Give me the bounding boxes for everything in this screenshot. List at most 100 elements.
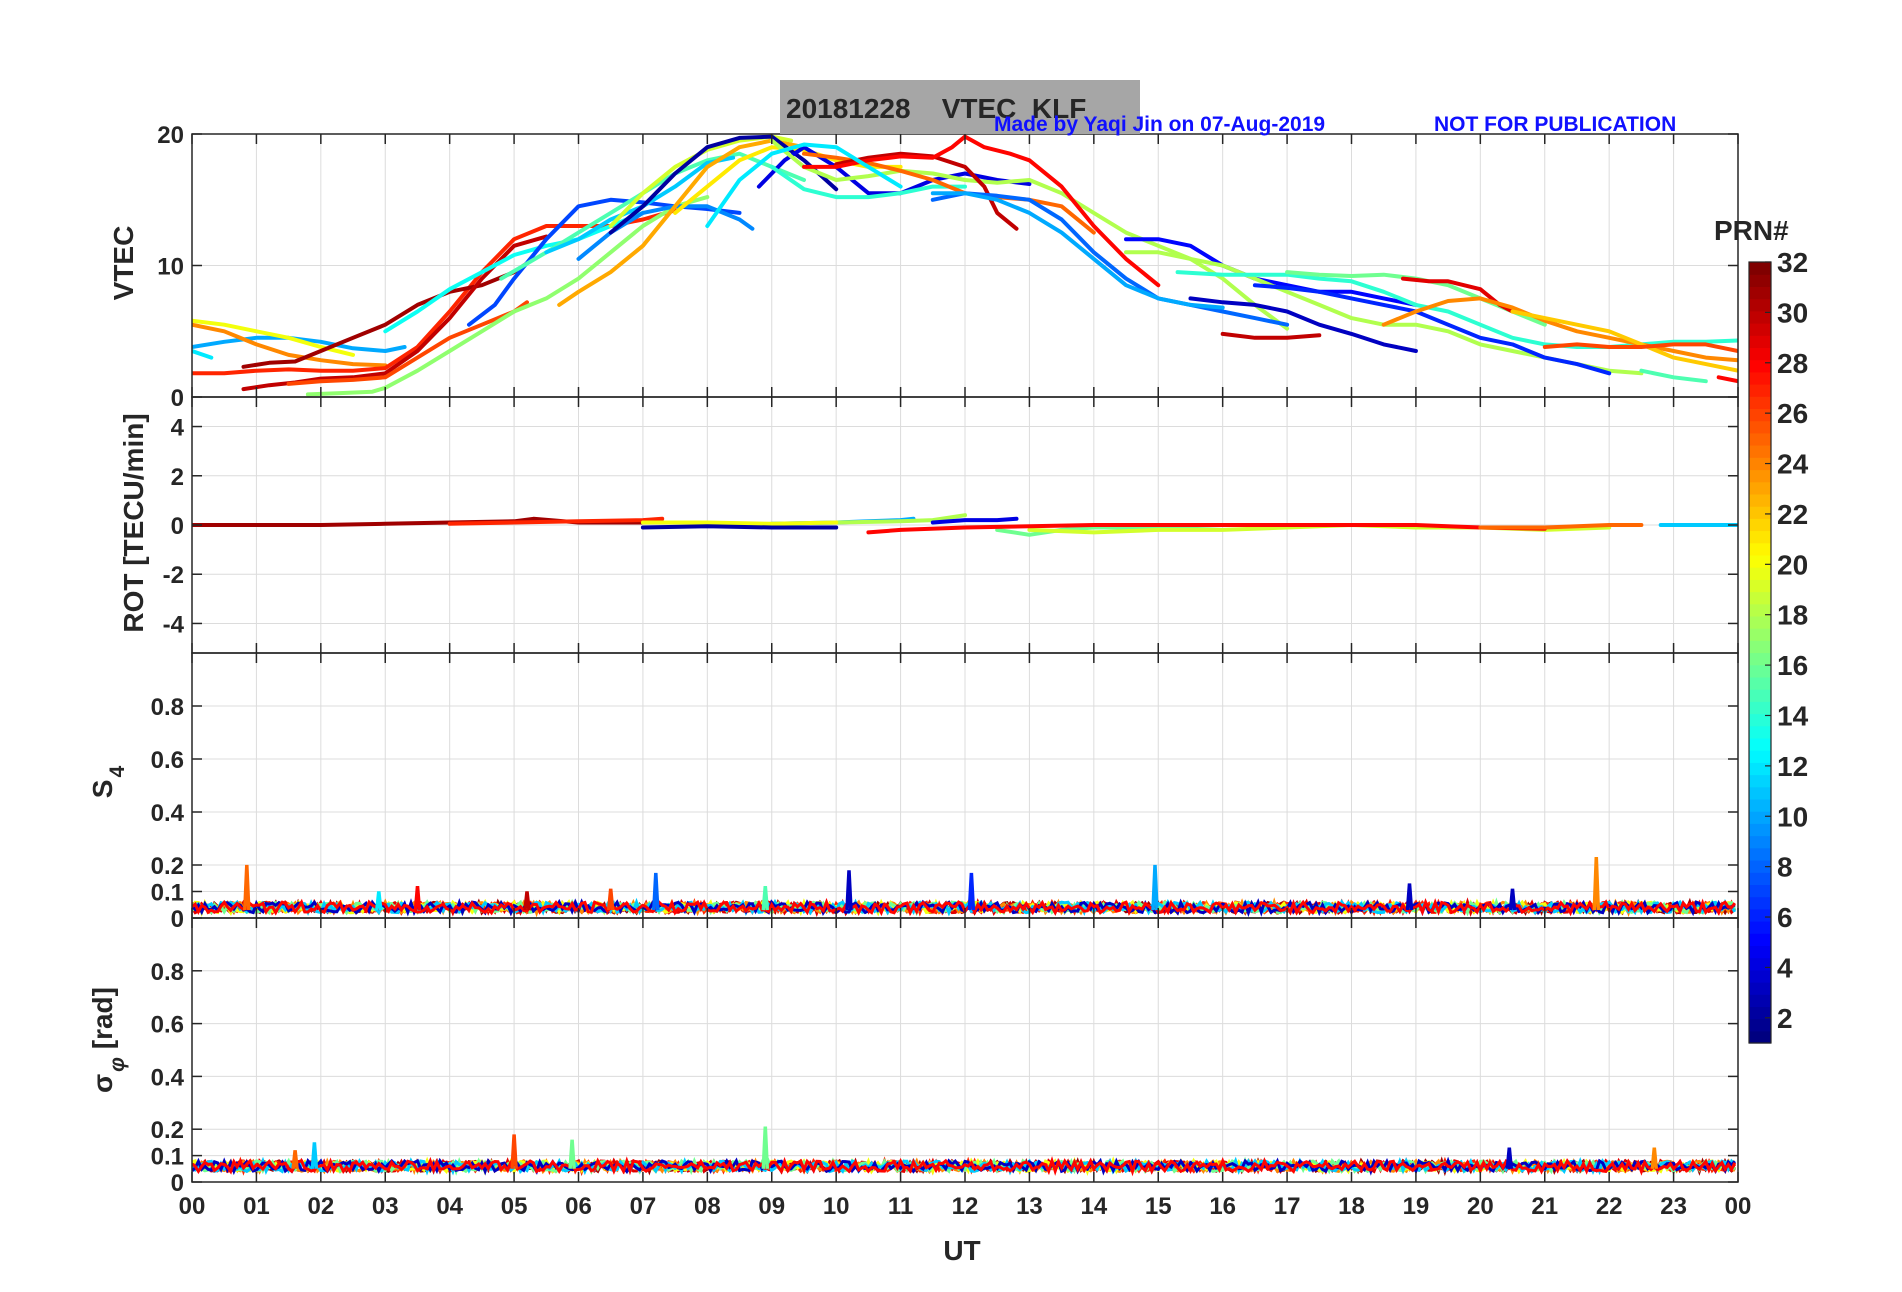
series-line-prn-10: [192, 335, 407, 353]
y-tick-label: 0.2: [151, 853, 184, 880]
data-layer: [192, 134, 1738, 1177]
colorbar-swatch: [1749, 969, 1771, 983]
colorbar-tick-label: 18: [1777, 600, 1808, 631]
colorbar-swatch: [1749, 994, 1771, 1007]
series-line-prn-5: [1124, 237, 1418, 307]
x-tick-label: 15: [1145, 1193, 1172, 1220]
s4-ylabel: S4: [87, 766, 129, 799]
colorbar-swatch: [1749, 493, 1771, 507]
x-tick-label: 16: [1209, 1193, 1236, 1220]
colorbar-swatch: [1749, 908, 1771, 922]
series-line-prn-23: [557, 138, 806, 307]
colorbar-swatch: [1749, 628, 1771, 641]
colorbar-tick-label: 26: [1777, 398, 1808, 429]
y-tick-label: 0: [171, 906, 184, 933]
colorbar-swatch: [1749, 445, 1771, 458]
colorbar-tick-label: 32: [1777, 247, 1808, 278]
series-line-prn-10: [930, 191, 1225, 310]
colorbar-swatch: [1749, 798, 1771, 812]
x-tick-label: 17: [1274, 1193, 1301, 1220]
series-line-prn-24: [192, 322, 388, 368]
y-tick-label: 2: [171, 464, 184, 491]
colorbar-swatch: [1749, 335, 1771, 348]
colorbar-swatch: [1749, 860, 1771, 873]
colorbar-swatch: [1749, 384, 1771, 397]
colorbar-swatch: [1749, 1030, 1771, 1044]
spike-prn-30: [523, 891, 531, 911]
colorbar-swatch: [1749, 469, 1771, 483]
x-tick-label: 09: [758, 1193, 785, 1220]
series-line-prn-27: [192, 208, 678, 376]
colorbar-swatch: [1749, 262, 1771, 275]
colorbar-swatch: [1749, 847, 1771, 861]
y-tick-label: 0.1: [151, 1144, 184, 1171]
colorbar-swatch: [1749, 542, 1771, 556]
x-tick-label: 00: [1725, 1193, 1752, 1220]
y-tick-label: 0.8: [151, 959, 184, 986]
colorbar-swatch: [1749, 432, 1771, 446]
series-line-prn-20: [640, 520, 839, 526]
series-line-prn-26: [1542, 342, 1738, 353]
colorbar-swatch: [1749, 457, 1771, 471]
series-line-prn-17: [305, 195, 710, 397]
spike-prn-11: [310, 1142, 319, 1169]
x-tick-label: 10: [823, 1193, 850, 1220]
series-line-prn-28: [866, 523, 1547, 535]
series-line-prn-25: [1478, 523, 1644, 530]
series-line-prn-3: [1188, 296, 1418, 353]
y-tick-label: 0: [171, 513, 184, 540]
x-tick-label: 22: [1596, 1193, 1623, 1220]
spike-prn-3: [1508, 888, 1517, 911]
x-tick-label: 18: [1338, 1193, 1365, 1220]
colorbar-swatch: [1749, 603, 1771, 617]
colorbar-swatch: [1749, 274, 1771, 287]
y-tick-label: 0.6: [151, 1012, 184, 1039]
colorbar-swatch: [1749, 652, 1771, 666]
spike-prn-3: [1505, 1147, 1514, 1169]
x-tick-label: 14: [1080, 1193, 1107, 1220]
x-tick-label: 13: [1016, 1193, 1043, 1220]
colorbar-swatch: [1749, 921, 1771, 934]
series-line-prn-6: [1252, 283, 1612, 376]
colorbar-swatch: [1749, 408, 1771, 422]
colorbar-swatch: [1749, 701, 1771, 715]
colorbar-tick-label: 30: [1777, 297, 1808, 328]
chart-title: 20181228 VTEC KLF: [786, 93, 1086, 124]
colorbar-swatch: [1749, 823, 1771, 837]
panel-frame-sigma_phi: [191, 917, 1739, 1183]
colorbar-swatch: [1749, 750, 1771, 763]
colorbar-swatch: [1749, 982, 1771, 995]
colorbar-swatch: [1749, 933, 1771, 946]
x-tick-label: 02: [307, 1193, 334, 1220]
colorbar-swatch: [1749, 835, 1771, 849]
y-tick-label: 0: [171, 1170, 184, 1197]
series-line-prn-15: [499, 151, 806, 281]
series-line-prn-2: [608, 134, 839, 235]
y-tick-label: 0: [171, 385, 184, 412]
y-tick-label: -2: [163, 562, 184, 589]
y-tick-label: 20: [157, 122, 184, 149]
series-line-prn-14: [769, 164, 967, 200]
spike-prn-10: [1151, 864, 1159, 911]
series-line-prn-30: [1220, 331, 1322, 340]
spike-prn-28: [413, 886, 422, 911]
colorbar-swatch: [1749, 676, 1771, 690]
colorbar-swatch: [1749, 286, 1771, 300]
noise-trace-prn-28: [192, 1155, 1737, 1177]
publication-notice: NOT FOR PUBLICATION: [1434, 113, 1676, 136]
spike-prn-15: [761, 886, 770, 911]
series-line-prn-16: [995, 523, 1225, 537]
colorbar-swatch: [1749, 615, 1771, 629]
colorbar-swatch: [1749, 884, 1771, 898]
colorbar-swatch: [1749, 664, 1771, 678]
x-tick-label: 12: [952, 1193, 979, 1220]
series-line-prn-30: [834, 151, 1019, 231]
spike-prn-3: [1405, 883, 1414, 911]
colorbar-swatch: [1749, 872, 1771, 885]
x-tick-label: 04: [436, 1193, 463, 1220]
x-tick-label: 03: [372, 1193, 399, 1220]
colorbar-tick-label: 22: [1777, 499, 1808, 530]
colorbar-tick-label: 28: [1777, 348, 1808, 379]
colorbar-swatch: [1749, 506, 1771, 519]
credit-text: Made by Yaqi Jin on 07-Aug-2019: [994, 113, 1325, 136]
